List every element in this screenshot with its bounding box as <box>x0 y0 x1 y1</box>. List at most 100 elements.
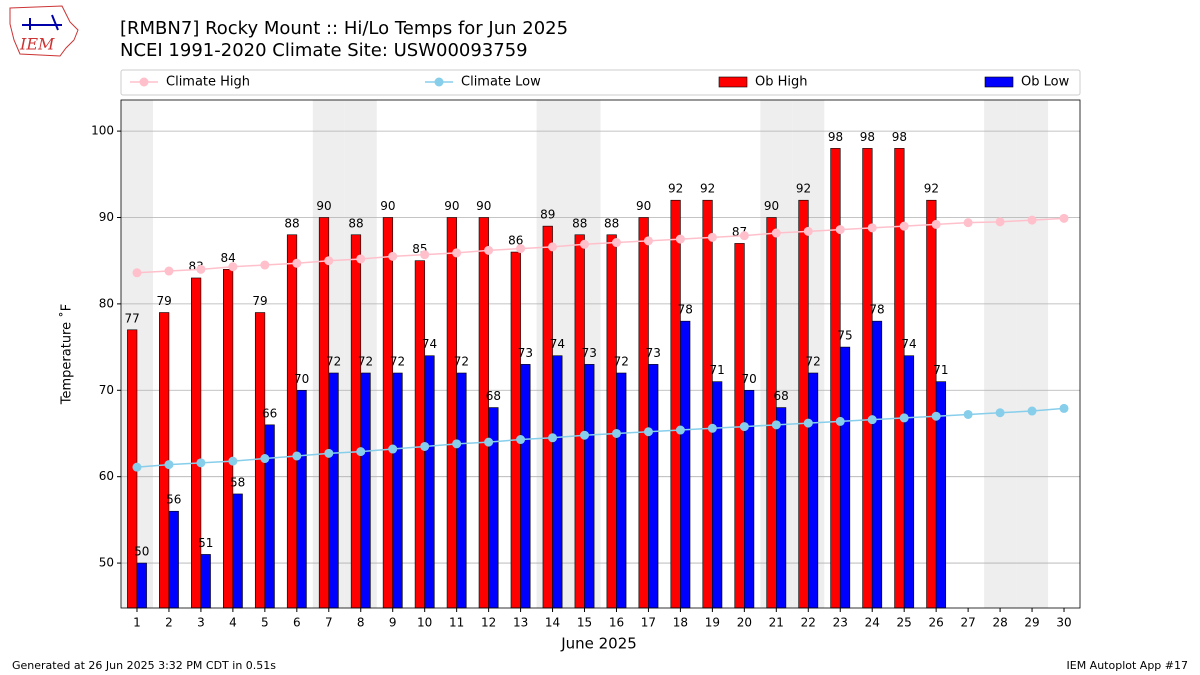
bar <box>574 234 585 609</box>
line-marker <box>484 245 494 255</box>
x-tick-label: 11 <box>449 616 464 630</box>
data-label: 92 <box>700 182 715 196</box>
logo-outline <box>9 5 79 57</box>
line-marker <box>164 460 174 470</box>
line-marker <box>1059 403 1069 413</box>
bar <box>670 199 681 609</box>
bar <box>510 251 521 609</box>
line-marker <box>611 428 621 438</box>
x-tick-label: 27 <box>960 616 975 630</box>
legend-marker <box>139 77 149 87</box>
plot-frame <box>120 99 1081 609</box>
data-label: 78 <box>678 303 693 317</box>
bar <box>286 234 298 609</box>
line-marker <box>516 435 526 445</box>
bar <box>903 355 915 609</box>
data-label: 92 <box>924 182 939 196</box>
data-label: 98 <box>860 130 875 144</box>
line-marker <box>132 268 142 278</box>
line-marker <box>292 258 302 268</box>
legend-swatch <box>984 76 1014 88</box>
x-axis-label: June 2025 <box>560 635 637 653</box>
data-label: 92 <box>668 182 683 196</box>
bar <box>264 424 275 609</box>
legend-box <box>120 69 1081 96</box>
chart-title: [RMBN7] Rocky Mount :: Hi/Lo Temps for J… <box>120 18 568 39</box>
data-label: 74 <box>550 337 565 351</box>
line-marker <box>931 411 941 421</box>
line-marker <box>580 239 590 249</box>
line-marker <box>995 408 1005 418</box>
line-marker <box>675 425 685 435</box>
x-tick-label: 6 <box>293 616 301 630</box>
bar <box>648 364 659 609</box>
data-label: 68 <box>773 389 788 403</box>
data-label: 72 <box>390 355 405 369</box>
bar <box>488 407 499 609</box>
line-marker <box>324 256 334 266</box>
bar <box>382 217 394 609</box>
line-marker <box>516 244 526 254</box>
weekend-band <box>1016 100 1049 608</box>
legend-label: Ob Low <box>1021 75 1070 90</box>
line-marker <box>771 228 781 238</box>
bar <box>616 372 627 609</box>
line-marker <box>356 447 366 457</box>
bar <box>200 554 211 609</box>
data-label: 78 <box>869 303 884 317</box>
data-label: 73 <box>646 346 661 360</box>
line-marker <box>1027 406 1037 416</box>
footer-right: IEM Autoplot App #17 <box>1067 659 1189 672</box>
x-tick-label: 8 <box>357 616 365 630</box>
x-tick-label: 18 <box>673 616 688 630</box>
data-label: 70 <box>294 372 309 386</box>
line-marker <box>292 451 302 461</box>
line-marker <box>196 264 206 274</box>
bar <box>807 372 819 609</box>
data-label: 72 <box>454 355 469 369</box>
data-label: 88 <box>572 216 587 230</box>
x-tick-label: 28 <box>992 616 1007 630</box>
bar <box>871 320 883 609</box>
line-marker <box>611 238 621 248</box>
line-marker <box>963 409 973 419</box>
logo-text: IEM <box>19 35 55 54</box>
data-label: 84 <box>220 251 235 265</box>
legend-label: Ob High <box>755 75 808 90</box>
line-marker <box>963 218 973 228</box>
bar <box>839 346 851 609</box>
line-marker <box>388 444 398 454</box>
bar <box>584 364 595 609</box>
data-label: 74 <box>901 337 916 351</box>
data-label: 72 <box>358 355 373 369</box>
line-marker <box>643 236 653 246</box>
x-tick-label: 12 <box>481 616 496 630</box>
bar <box>191 277 202 609</box>
bar <box>520 364 531 609</box>
line-marker <box>803 226 813 236</box>
y-tick-label: 80 <box>99 296 114 310</box>
x-tick-label: 4 <box>229 616 237 630</box>
line-marker <box>899 221 909 231</box>
x-tick-label: 20 <box>737 616 752 630</box>
logo-line <box>51 14 59 31</box>
bar <box>136 562 147 609</box>
bar <box>766 217 777 609</box>
data-label: 90 <box>476 199 491 213</box>
y-tick-label: 100 <box>91 124 114 138</box>
x-tick-label: 17 <box>641 616 656 630</box>
x-tick-label: 3 <box>197 616 205 630</box>
data-label: 79 <box>157 294 172 308</box>
data-label: 71 <box>933 363 948 377</box>
data-label: 73 <box>518 346 533 360</box>
bar <box>392 372 403 609</box>
bar <box>776 407 787 609</box>
data-label: 86 <box>508 234 523 248</box>
x-tick-label: 15 <box>577 616 592 630</box>
bar <box>232 493 243 609</box>
bar <box>456 372 467 609</box>
line <box>136 217 1065 274</box>
data-label: 68 <box>486 389 501 403</box>
x-tick-label: 23 <box>833 616 848 630</box>
